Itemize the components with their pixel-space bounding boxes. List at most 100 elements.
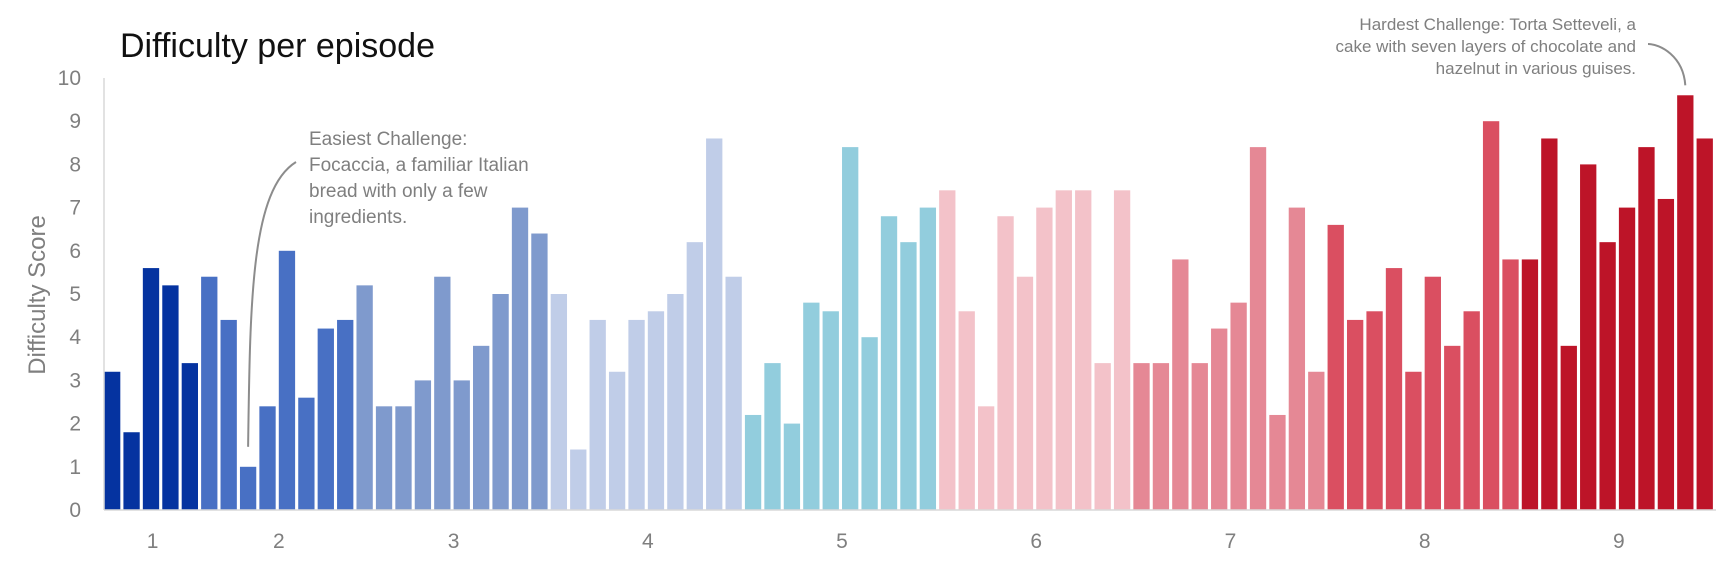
y-tick-label: 3 [69, 369, 81, 392]
bar [1385, 268, 1403, 510]
bar [764, 363, 781, 510]
bar [919, 207, 937, 510]
bar [142, 268, 160, 510]
bar [842, 147, 859, 510]
bar [1599, 242, 1616, 510]
bar [1580, 164, 1597, 510]
x-tick-label: 3 [448, 530, 460, 553]
annotation-text: ingredients. [309, 207, 407, 228]
y-tick-label: 6 [69, 240, 81, 263]
bar [880, 216, 898, 511]
bar [686, 242, 703, 510]
annotation-text: Hardest Challenge: Torta Setteveli, a [1359, 15, 1636, 34]
bar [1482, 121, 1500, 510]
x-tick-label: 9 [1613, 530, 1625, 553]
bar [1191, 363, 1208, 510]
bar [1152, 363, 1170, 510]
bar [1113, 190, 1131, 510]
x-tick-label: 5 [836, 530, 848, 553]
annotation-leader-line [247, 161, 297, 447]
bar [1405, 371, 1422, 510]
bar [1541, 138, 1558, 511]
bar [1230, 302, 1247, 510]
bar [1075, 190, 1092, 510]
x-tick-label: 6 [1030, 530, 1042, 553]
bar [1211, 328, 1228, 510]
bar [298, 397, 315, 510]
bar [201, 276, 218, 510]
bar [822, 311, 839, 510]
y-tick-label: 5 [69, 283, 81, 306]
y-tick-label: 10 [58, 67, 81, 90]
annotation-text: Easiest Challenge: [309, 129, 467, 150]
bar [550, 294, 568, 510]
x-tick-label: 2 [273, 530, 285, 553]
bar [317, 328, 334, 510]
bar [337, 319, 354, 510]
bar [628, 319, 645, 510]
bar [1288, 207, 1306, 510]
bar [531, 233, 548, 510]
annotation-text: cake with seven layers of chocolate and [1335, 37, 1636, 56]
bar [1424, 276, 1441, 510]
bar [647, 311, 665, 510]
bar [589, 319, 606, 510]
bar [1308, 371, 1325, 510]
bar [1444, 345, 1461, 510]
y-tick-label: 2 [69, 413, 81, 436]
y-axis-ticks: 0 1 2 3 4 5 6 7 8 9 10 [58, 67, 82, 522]
bar [783, 423, 801, 510]
bar [1269, 414, 1286, 510]
bar [1521, 259, 1539, 510]
bar [1055, 190, 1072, 510]
y-tick-label: 4 [69, 326, 81, 349]
bar [278, 250, 296, 511]
bar [492, 294, 509, 510]
bar [1638, 147, 1655, 510]
x-tick-label: 4 [642, 530, 654, 553]
bar [1094, 363, 1111, 510]
bar [434, 276, 451, 510]
y-tick-label: 1 [69, 456, 81, 479]
bar [1677, 95, 1694, 510]
annotations: Easiest Challenge: Focaccia, a familiar I… [247, 15, 1687, 447]
bar [570, 449, 587, 510]
bar [1657, 198, 1675, 510]
bar [667, 294, 684, 510]
bar [511, 207, 529, 510]
bar [1463, 311, 1480, 510]
bar [1133, 363, 1150, 510]
bar [939, 190, 956, 510]
bar [1346, 319, 1364, 510]
y-tick-label: 7 [69, 197, 81, 220]
bar [1016, 276, 1034, 510]
bar [162, 285, 179, 510]
y-tick-label: 9 [69, 110, 81, 133]
bar [977, 406, 995, 510]
bar [395, 406, 412, 510]
bar [123, 432, 140, 510]
annotation-text: Focaccia, a familiar Italian [309, 155, 529, 176]
bar [803, 302, 820, 510]
bar [1036, 207, 1053, 510]
bar [1502, 259, 1519, 510]
bar [958, 311, 975, 510]
x-tick-label: 1 [147, 530, 159, 553]
y-axis-label: Difficulty Score [24, 215, 51, 375]
bar [900, 242, 917, 510]
bar [414, 380, 432, 510]
chart-title: Difficulty per episode [120, 27, 435, 65]
bar [997, 216, 1014, 511]
annotation-text: bread with only a few [309, 181, 488, 202]
bar [473, 345, 490, 510]
bar [1560, 345, 1577, 510]
bar [1366, 311, 1383, 510]
bar [861, 337, 878, 510]
bar [706, 138, 723, 511]
y-tick-label: 8 [69, 153, 81, 176]
bar [1696, 138, 1713, 511]
bar [375, 406, 393, 510]
x-tick-label: 8 [1419, 530, 1431, 553]
y-tick-label: 0 [69, 499, 81, 522]
